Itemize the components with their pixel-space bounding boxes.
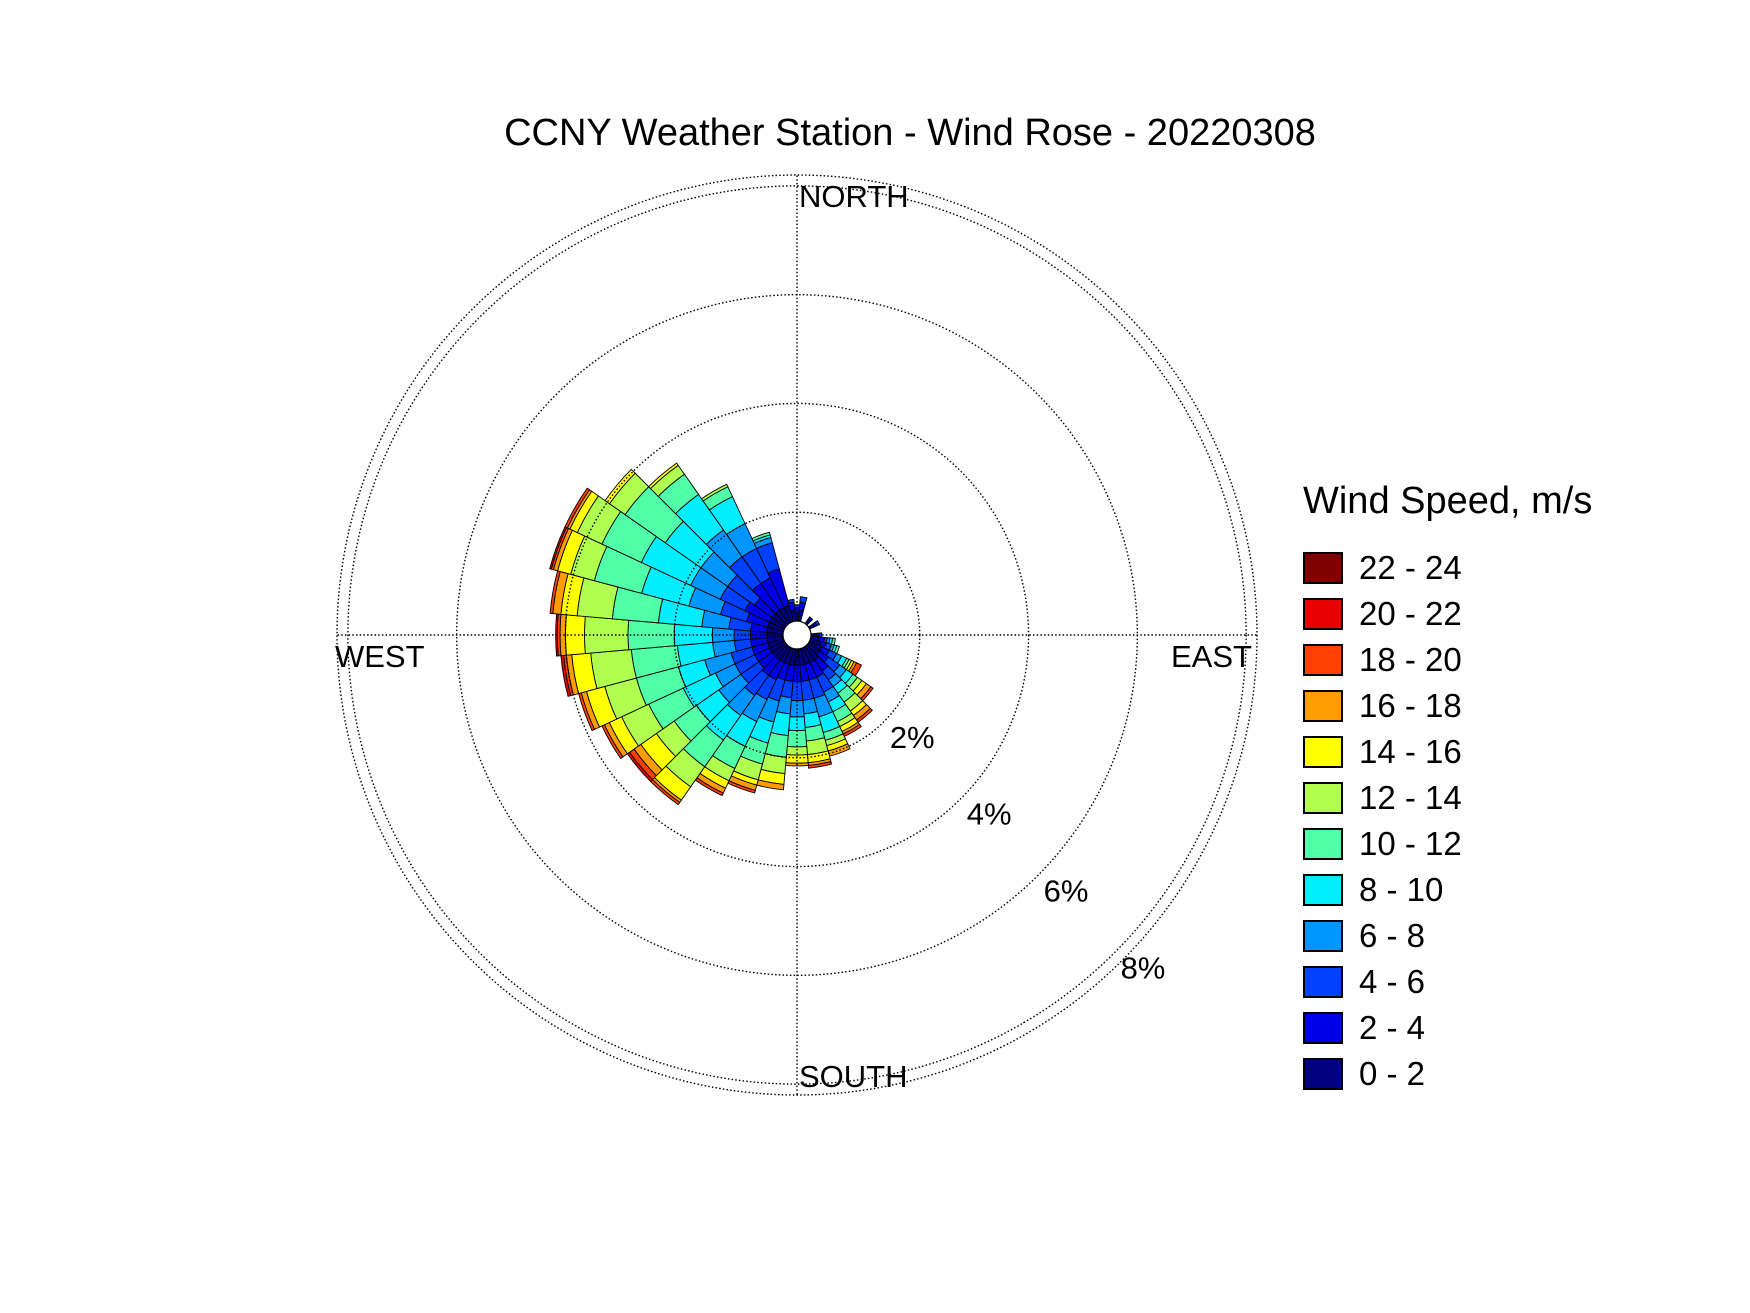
legend-swatch (1303, 920, 1343, 952)
polar-labels: NORTH SOUTH EAST WEST 2% 4% 6% 8% (335, 179, 1252, 1094)
legend-item: 2 - 4 (1303, 1005, 1592, 1051)
legend-swatch (1303, 1058, 1343, 1090)
direction-north: NORTH (799, 179, 909, 214)
radial-tick-label-8pct: 8% (1121, 951, 1166, 986)
sector-10-bin-0 (797, 609, 804, 623)
sector-170 (797, 647, 833, 769)
legend-label: 8 - 10 (1359, 871, 1444, 908)
legend-label: 22 - 24 (1359, 549, 1462, 586)
radial-tick-label-6pct: 6% (1044, 874, 1089, 909)
legend-item: 22 - 24 (1303, 545, 1592, 591)
sector-320 (648, 462, 790, 626)
sector-270-bin-6 (584, 615, 630, 655)
legend-label: 4 - 6 (1359, 963, 1426, 1000)
legend-label: 16 - 18 (1359, 687, 1462, 724)
legend-label: 20 - 22 (1359, 595, 1462, 632)
radial-tick-label-4pct: 4% (967, 797, 1012, 832)
legend-item: 8 - 10 (1303, 867, 1592, 913)
legend-label: 6 - 8 (1359, 917, 1426, 954)
legend-item: 0 - 2 (1303, 1051, 1592, 1097)
grid-ring-outer (336, 174, 1258, 1096)
direction-south: SOUTH (799, 1059, 908, 1094)
legend-label: 0 - 2 (1359, 1055, 1426, 1092)
legend: Wind Speed, m/s 22 - 24 20 - 22 18 - 20 16 … (1303, 480, 1592, 1097)
sector-350-bin-2 (787, 598, 795, 604)
legend-item: 10 - 12 (1303, 821, 1592, 867)
sector-320-bin-7 (648, 462, 679, 490)
legend-label: 10 - 12 (1359, 825, 1462, 862)
sector-340-bin-5 (751, 531, 771, 542)
sector-220 (649, 644, 790, 806)
legend-label: 12 - 14 (1359, 779, 1462, 816)
sector-40-bin-1 (807, 616, 814, 622)
sector-100-bin-5 (830, 637, 836, 646)
sector-130 (806, 642, 874, 702)
sector-340 (751, 531, 794, 623)
sector-10-bin-1 (798, 601, 807, 612)
legend-item: 4 - 6 (1303, 959, 1592, 1005)
sector-240 (601, 640, 787, 760)
legend-label: 18 - 20 (1359, 641, 1462, 678)
sector-230 (626, 642, 788, 783)
radial-tick-label-2pct: 2% (890, 720, 935, 755)
legend-label: 2 - 4 (1359, 1009, 1426, 1046)
legend-swatch (1303, 966, 1343, 998)
legend-item: 20 - 22 (1303, 591, 1592, 637)
legend-item: 14 - 16 (1303, 729, 1592, 775)
legend-swatch (1303, 1012, 1343, 1044)
legend-label: 14 - 16 (1359, 733, 1462, 770)
legend-item: 12 - 14 (1303, 775, 1592, 821)
sector-290 (549, 526, 785, 632)
grid-ring-4 (347, 185, 1247, 1085)
legend-item: 6 - 8 (1303, 913, 1592, 959)
legend-swatch (1303, 828, 1343, 860)
legend-swatch (1303, 644, 1343, 676)
legend-swatch (1303, 552, 1343, 584)
sector-10 (797, 596, 808, 623)
legend-title: Wind Speed, m/s (1303, 480, 1593, 522)
sector-60-bin-2 (814, 620, 821, 627)
sector-210 (694, 645, 792, 797)
sector-180-bin-7 (785, 754, 809, 764)
direction-west: WEST (335, 639, 425, 674)
legend-swatch (1303, 598, 1343, 630)
sector-300-bin-9 (564, 487, 591, 529)
sector-330 (700, 483, 792, 625)
legend-swatch (1303, 690, 1343, 722)
polar-grid (336, 174, 1258, 1096)
legend-swatch (1303, 874, 1343, 906)
sector-140 (804, 644, 873, 723)
legend-rows: 22 - 24 20 - 22 18 - 20 16 - 18 14 - 16 12 - … (1303, 545, 1592, 1097)
center-hole (782, 620, 812, 650)
grid-ring-2 (564, 402, 1030, 868)
sector-160 (800, 647, 851, 757)
sector-330-bin-6 (700, 483, 729, 502)
legend-item: 18 - 20 (1303, 637, 1592, 683)
wind-rose-sectors (549, 462, 874, 806)
chart-title: CCNY Weather Station - Wind Rose - 20220… (504, 112, 1316, 154)
legend-item: 16 - 18 (1303, 683, 1592, 729)
sector-300 (564, 487, 787, 630)
direction-east: EAST (1171, 639, 1252, 674)
legend-swatch (1303, 736, 1343, 768)
legend-swatch (1303, 782, 1343, 814)
sector-10-bin-2 (799, 596, 808, 604)
sector-170-bin-9 (807, 760, 833, 769)
sector-280 (549, 570, 785, 635)
